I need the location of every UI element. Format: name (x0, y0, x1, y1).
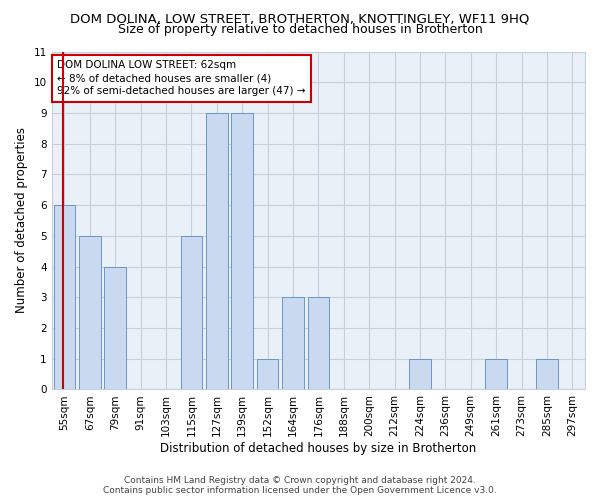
Bar (79, 236, 101, 390)
Bar (53, 205, 75, 390)
Bar (181, 236, 202, 390)
Text: Size of property relative to detached houses in Brotherton: Size of property relative to detached ho… (118, 24, 482, 36)
Bar (282, 298, 304, 390)
Bar (206, 113, 227, 390)
Text: DOM DOLINA LOW STREET: 62sqm
← 8% of detached houses are smaller (4)
92% of semi: DOM DOLINA LOW STREET: 62sqm ← 8% of det… (57, 60, 305, 96)
Y-axis label: Number of detached properties: Number of detached properties (15, 128, 28, 314)
Bar (308, 298, 329, 390)
Bar (257, 358, 278, 390)
Bar (232, 113, 253, 390)
X-axis label: Distribution of detached houses by size in Brotherton: Distribution of detached houses by size … (160, 442, 476, 455)
Text: DOM DOLINA, LOW STREET, BROTHERTON, KNOTTINGLEY, WF11 9HQ: DOM DOLINA, LOW STREET, BROTHERTON, KNOT… (70, 12, 530, 26)
Bar (104, 266, 126, 390)
Bar (409, 358, 431, 390)
Bar (536, 358, 557, 390)
Bar (485, 358, 507, 390)
Text: Contains HM Land Registry data © Crown copyright and database right 2024.
Contai: Contains HM Land Registry data © Crown c… (103, 476, 497, 495)
